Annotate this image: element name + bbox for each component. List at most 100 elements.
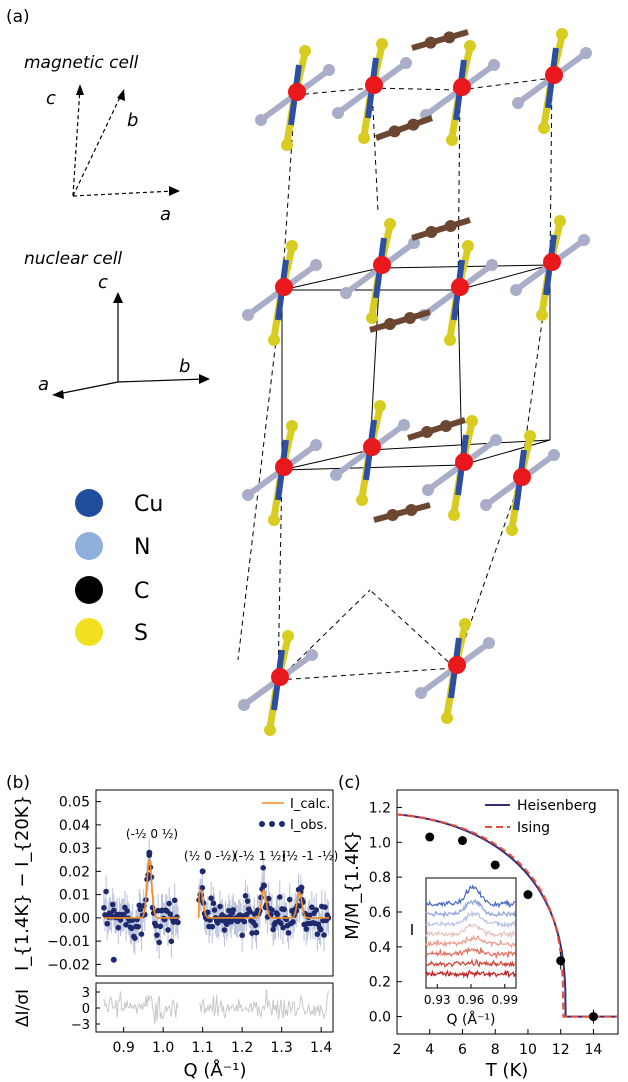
- carbon-atom: [386, 509, 399, 521]
- legend-ising-label: Ising: [517, 820, 550, 836]
- cu-center: [275, 458, 293, 476]
- x-tick-label: 4: [425, 1042, 434, 1058]
- data-point: [588, 1012, 598, 1022]
- x-tick-label: 12: [552, 1042, 570, 1058]
- obs-point: [244, 898, 251, 904]
- cu-center: [455, 453, 473, 471]
- plot-b-frame: [95, 789, 334, 977]
- inset-curve: [425, 922, 516, 940]
- obs-point: [322, 904, 328, 910]
- cu-site: [238, 630, 318, 736]
- nuclear-cell-label: nuclear cell: [24, 249, 122, 269]
- nitrogen-atom: [398, 419, 410, 431]
- obs-point: [167, 911, 174, 917]
- y-tick-label: −0.02: [47, 957, 90, 973]
- obs-point: [285, 930, 292, 936]
- x-tick-label: 1.3: [271, 1040, 293, 1056]
- cu-site: [255, 45, 335, 151]
- nitrogen-atom: [323, 64, 335, 76]
- sulfur-atom: [524, 430, 536, 442]
- y-tick-label: 1.0: [369, 835, 391, 851]
- resid-y-tick-label: 3: [82, 986, 90, 1001]
- cu-site: [422, 415, 502, 521]
- obs-point: [276, 894, 283, 900]
- cu-center: [545, 66, 563, 84]
- nitrogen-atom: [488, 59, 500, 71]
- magnetic-cell-edge: [294, 87, 373, 96]
- carbon-bond: [411, 29, 469, 51]
- obs-point: [156, 939, 162, 946]
- obs-point: [260, 865, 266, 871]
- magnetic-axes: [72, 87, 175, 197]
- nuclear-cell-edge: [457, 289, 463, 466]
- obs-point: [274, 911, 281, 918]
- obs-point: [260, 882, 267, 889]
- nitrogen-atom: [480, 499, 492, 511]
- data-point: [490, 860, 500, 870]
- panel-b-label: (b): [6, 773, 30, 793]
- legend-obs-swatch: [259, 821, 265, 827]
- nitrogen-atom: [340, 287, 352, 299]
- x-tick-label: 1.2: [231, 1040, 253, 1056]
- x-tick-label: 10: [519, 1042, 537, 1058]
- y-tick-label: 1.2: [369, 800, 391, 816]
- obs-point: [171, 897, 178, 904]
- obs-point: [280, 924, 286, 931]
- obs-point: [110, 956, 117, 963]
- panel-c-label: (c): [338, 773, 361, 793]
- nuclear-cell-edge: [281, 464, 463, 471]
- cu-site: [510, 215, 590, 321]
- obs-point: [251, 911, 258, 917]
- nuclear-cell-edge: [281, 449, 371, 471]
- ising-fit: [397, 813, 618, 1018]
- carbon-atom: [407, 118, 420, 131]
- cu-site: [512, 28, 592, 134]
- nitrogen-atom: [306, 649, 318, 661]
- obs-point: [239, 932, 245, 939]
- obs-point: [306, 912, 313, 919]
- sulfur-atom: [282, 630, 294, 642]
- mag-axis-b: b: [127, 110, 138, 131]
- magnetization-plot: 2 4 6 8 10 12 14 0.0 0.2 0.4 0.6 0.8 1.0 1.2 Heisenber…: [342, 789, 619, 1081]
- carbon-bond: [374, 115, 434, 141]
- sulfur-atom: [556, 28, 568, 40]
- cu-site: [330, 400, 410, 506]
- mag-axis-a: a: [160, 204, 171, 225]
- obs-point: [174, 914, 180, 920]
- magnetic-cell-edge: [371, 87, 379, 213]
- nuclear-cell-edge: [369, 439, 551, 451]
- obs-point: [115, 924, 122, 931]
- legend-obs-swatch: [279, 821, 285, 827]
- nuclear-cell-edge: [369, 267, 381, 451]
- cu-center: [451, 278, 469, 296]
- obs-point: [138, 931, 145, 937]
- carbon-atom: [424, 36, 437, 49]
- obs-point: [317, 926, 324, 933]
- obs-point: [278, 920, 284, 926]
- resid-y-tick-label: 0: [82, 1002, 90, 1017]
- residual-trace: [198, 989, 329, 1020]
- inset-curve: [425, 947, 516, 960]
- y-tick-label: 0.03: [59, 841, 90, 857]
- obs-point: [211, 907, 218, 913]
- carbon-atom: [388, 125, 401, 138]
- obs-point: [286, 896, 293, 903]
- obs-point: [168, 938, 175, 945]
- obs-point: [217, 903, 223, 910]
- carbon-bond: [373, 502, 431, 523]
- carbon-atom: [421, 426, 433, 438]
- obs-point: [124, 908, 130, 914]
- data-point: [457, 836, 467, 846]
- carbon-atom: [384, 318, 396, 330]
- nuc-axis-b: b: [179, 356, 190, 377]
- nitrogen-atom: [242, 309, 254, 321]
- nitrogen-atom: [486, 259, 498, 271]
- inset-curve: [425, 884, 516, 909]
- nitrogen-atom: [578, 234, 590, 246]
- obs-point: [101, 904, 107, 911]
- legend-swatch-c: [75, 576, 103, 604]
- cu-center: [365, 76, 383, 94]
- sulfur-atom: [506, 524, 518, 536]
- x-tick-label: 2: [393, 1042, 402, 1058]
